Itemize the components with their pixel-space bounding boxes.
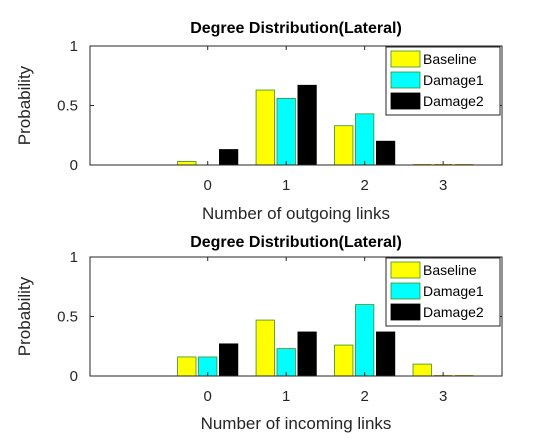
bar-damage1-1: [276, 97, 296, 166]
chart-panel-2: Degree Distribution(Lateral) 0 0.5 1 0 1 2 3 Num…: [15, 234, 503, 433]
x-tick-label: 3: [439, 177, 447, 194]
legend: Baseline Damage1 Damage2: [385, 46, 501, 116]
y-tick-label: 0: [70, 157, 78, 174]
bar-baseline-0: [177, 161, 197, 166]
x-tick-label: 0: [204, 177, 212, 194]
bar-damage2-2: [375, 140, 396, 166]
chart-title: Degree Distribution(Lateral): [190, 234, 402, 251]
chart-title: Degree Distribution(Lateral): [190, 20, 402, 37]
bar-baseline-0: [177, 356, 197, 377]
bar-damage2-0: [219, 149, 239, 166]
legend-label-damage1: Damage1: [423, 72, 484, 88]
bar-damage1-2: [355, 113, 375, 166]
y-axis-label: Probability: [15, 276, 34, 356]
bar-baseline-1: [255, 319, 275, 377]
legend-swatch-baseline: [390, 261, 421, 279]
y-axis-label: Probability: [15, 65, 34, 145]
bar-damage2-1: [297, 331, 317, 377]
y-tick-label: 1: [70, 249, 78, 266]
bar-baseline-1: [255, 89, 275, 166]
y-tick-label: 0.5: [57, 309, 78, 326]
bar-baseline-2: [334, 344, 354, 377]
bar-damage2-2: [375, 331, 396, 377]
bar-damage2-1: [297, 84, 317, 166]
x-axis-label: Number of outgoing links: [202, 204, 390, 223]
x-tick-label: 0: [204, 388, 212, 405]
x-tick-label: 2: [360, 388, 368, 405]
x-tick-label: 1: [282, 388, 290, 405]
legend-label-baseline: Baseline: [423, 262, 477, 278]
x-tick-label: 2: [360, 177, 368, 194]
x-tick-label: 3: [439, 388, 447, 405]
chart-panel-1: Degree Distribution(Lateral) 0 0.5 1 0 1 2 3 Num…: [15, 20, 503, 223]
legend-swatch-baseline: [390, 50, 421, 68]
bar-damage1-2: [355, 304, 375, 377]
legend-label-damage2: Damage2: [423, 304, 484, 320]
bar-damage2-0: [219, 343, 239, 377]
legend-swatch-damage1: [390, 71, 421, 89]
legend-swatch-damage2: [390, 303, 421, 321]
legend-swatch-damage2: [390, 92, 421, 110]
y-tick-label: 0.5: [57, 98, 78, 115]
bar-baseline-3: [412, 363, 432, 377]
legend: Baseline Damage1 Damage2: [385, 257, 501, 327]
bar-damage1-1: [276, 348, 296, 377]
y-tick-label: 0: [70, 368, 78, 385]
legend-label-baseline: Baseline: [423, 51, 477, 67]
legend-swatch-damage1: [390, 282, 421, 300]
y-tick-label: 1: [70, 38, 78, 55]
x-tick-label: 1: [282, 177, 290, 194]
legend-label-damage1: Damage1: [423, 283, 484, 299]
legend-label-damage2: Damage2: [423, 93, 484, 109]
bar-baseline-2: [334, 125, 354, 166]
x-axis-label: Number of incoming links: [201, 414, 392, 433]
